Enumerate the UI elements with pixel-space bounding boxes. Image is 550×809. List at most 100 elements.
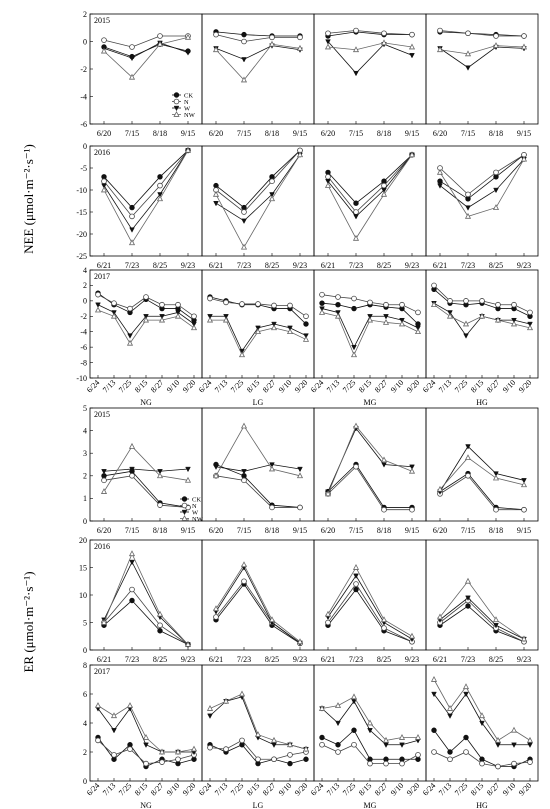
data-point: [255, 756, 261, 763]
data-point: [464, 212, 472, 219]
data-point: [128, 442, 136, 449]
series-ck: [319, 727, 421, 762]
subplot-frame: [201, 407, 315, 522]
y-ticks: 0 1 2 3 4 5: [83, 404, 93, 526]
data-point: [409, 31, 415, 38]
data-point: [269, 34, 275, 41]
y-tick-label: -10: [76, 374, 87, 383]
data-point: [335, 742, 341, 748]
data-point: [303, 313, 309, 320]
series-line: [439, 457, 525, 490]
x-tick-label: 7/15: [125, 129, 139, 138]
data-point: [353, 214, 359, 220]
series-nw: [212, 151, 304, 250]
subplot-frame: [201, 145, 315, 257]
panel-nee-2016: 0 -5 -10 -15 -20 -25 6/21 7/23 8/25 9/23 2016 6/21 7…: [76, 142, 539, 270]
subplot-frame: [425, 407, 539, 522]
series-nw: [94, 306, 198, 346]
series-line: [103, 150, 189, 218]
data-point: [101, 37, 107, 43]
year-label: 2015: [94, 16, 110, 25]
data-point: [101, 183, 107, 189]
data-point: [492, 42, 500, 48]
series-nw: [212, 422, 304, 479]
series-line: [327, 154, 413, 240]
data-point: [465, 472, 471, 479]
series-nw: [206, 316, 310, 358]
x-tick-label: 9/15: [293, 129, 307, 138]
series-n: [325, 152, 415, 215]
data-point: [351, 699, 357, 705]
data-point: [143, 742, 149, 748]
data-point: [521, 478, 527, 484]
data-point: [240, 561, 248, 568]
subplot-lg-2017: 6/24 7/13 7/25 8/15 8/27 9/10 9/20 LG: [197, 269, 315, 407]
data-point: [353, 581, 359, 587]
x-tick-label: 8/15: [245, 378, 261, 394]
data-point: [382, 318, 390, 325]
data-point: [511, 301, 517, 308]
data-point: [353, 586, 359, 593]
x-tick-label: 6/24: [309, 378, 325, 394]
x-tick-label: 6/24: [85, 781, 101, 797]
data-point: [493, 169, 499, 176]
data-point: [325, 619, 331, 626]
data-point: [334, 312, 342, 319]
legend-label: NW: [184, 112, 196, 119]
series-line: [215, 563, 301, 643]
legend-marker: [173, 111, 180, 117]
data-point: [383, 314, 389, 320]
series-line: [327, 566, 413, 637]
x-tick-label: 7/15: [237, 526, 251, 535]
x-tick-label: 7/15: [125, 526, 139, 535]
data-point: [268, 195, 276, 202]
y-tick-label: 4: [83, 426, 87, 435]
data-point: [100, 619, 108, 625]
subplot-hg-2015: 6/20 7/15 8/18 9/15: [425, 407, 539, 535]
data-point: [526, 736, 534, 743]
data-point: [238, 690, 246, 697]
x-tick-label: 8/25: [265, 261, 279, 270]
data-point: [380, 39, 388, 46]
x-tick-label: 9/10: [389, 781, 405, 797]
series-nw: [318, 308, 422, 358]
data-point: [157, 182, 163, 189]
x-tick-label: 8/25: [265, 655, 279, 664]
data-point: [495, 763, 501, 770]
subplot-frame: [313, 13, 427, 125]
data-point: [240, 243, 248, 250]
data-point: [240, 422, 248, 429]
x-tick-label: 7/25: [453, 781, 469, 797]
legend-marker: [173, 105, 180, 112]
data-point: [94, 702, 102, 708]
data-point: [175, 756, 181, 763]
series-n: [101, 33, 191, 50]
series-line: [439, 580, 525, 640]
x-tick-label: 9/20: [517, 781, 533, 797]
series-ck: [101, 597, 191, 648]
x-tick-label: 9/23: [293, 261, 307, 270]
data-point: [271, 742, 277, 748]
subplot-frame: [425, 145, 539, 257]
data-point: [143, 294, 149, 300]
panel-nee-2015: 2 0 -2 -4 -6 6/20 7/15 8/18 9/15 2015 6/20 7/15 8/18…: [80, 10, 539, 138]
x-tick-label: 8/18: [377, 129, 391, 138]
data-point: [128, 73, 136, 80]
data-point: [463, 298, 469, 304]
series-ck: [325, 461, 415, 511]
subplot-mg-2015: 6/20 7/15 8/18 9/15: [313, 13, 427, 138]
x-tick-label: 8/27: [149, 781, 165, 797]
series-n: [325, 581, 415, 645]
y-tick-label: 5: [83, 404, 87, 413]
data-point: [367, 760, 373, 767]
series-line: [439, 154, 525, 195]
y-tick-label: -8: [80, 358, 87, 367]
y-ticks: 0 2 4 6 8: [83, 661, 93, 786]
x-tick-label: 8/27: [373, 781, 389, 797]
x-tick-label: 6/20: [433, 129, 447, 138]
x-tick-label: 9/10: [165, 378, 181, 394]
series-line: [327, 466, 412, 511]
series-line: [215, 475, 300, 508]
data-point: [415, 321, 421, 327]
data-point: [191, 313, 197, 320]
